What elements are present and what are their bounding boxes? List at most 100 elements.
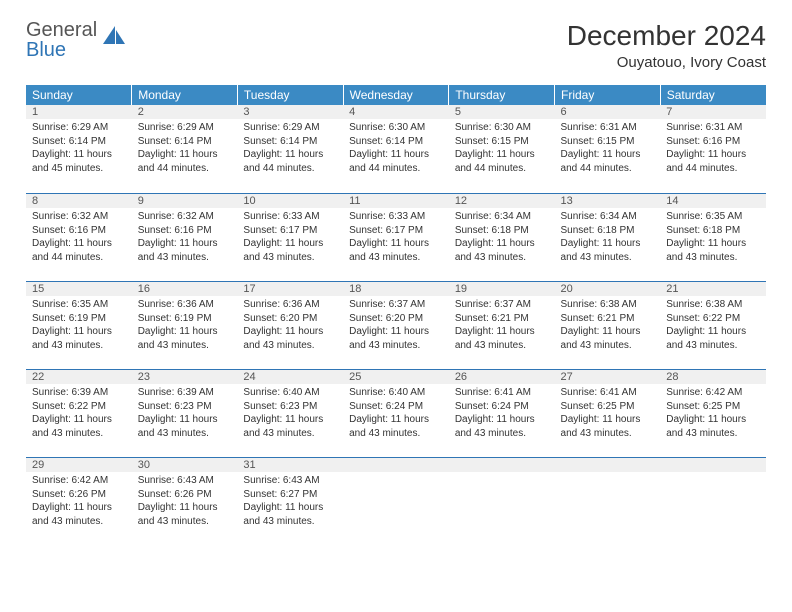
sunrise-line: Sunrise: 6:30 AM xyxy=(455,121,549,135)
calendar-cell: 2Sunrise: 6:29 AMSunset: 6:14 PMDaylight… xyxy=(132,105,238,193)
day-number-row: 4 xyxy=(343,105,449,119)
calendar-head: SundayMondayTuesdayWednesdayThursdayFrid… xyxy=(26,85,766,105)
brand-line1: General xyxy=(26,19,97,41)
sunrise-line: Sunrise: 6:41 AM xyxy=(455,386,549,400)
daylight-line: Daylight: 11 hours and 43 minutes. xyxy=(455,237,549,264)
daylight-line: Daylight: 11 hours and 44 minutes. xyxy=(243,148,337,175)
daylight-line: Daylight: 11 hours and 43 minutes. xyxy=(138,325,232,352)
day-number-row: 12 xyxy=(449,193,555,208)
sunrise-line: Sunrise: 6:31 AM xyxy=(666,121,760,135)
sunrise-line: Sunrise: 6:29 AM xyxy=(32,121,126,135)
calendar-cell: 19Sunrise: 6:37 AMSunset: 6:21 PMDayligh… xyxy=(449,281,555,369)
day-number: 15 xyxy=(32,283,44,295)
sunrise-line: Sunrise: 6:30 AM xyxy=(349,121,443,135)
calendar-cell: 11Sunrise: 6:33 AMSunset: 6:17 PMDayligh… xyxy=(343,193,449,281)
day-details: Sunrise: 6:40 AMSunset: 6:23 PMDaylight:… xyxy=(237,384,343,444)
calendar-cell xyxy=(660,457,766,545)
sunset-line: Sunset: 6:19 PM xyxy=(32,312,126,326)
day-header: Thursday xyxy=(449,85,555,105)
daylight-line: Daylight: 11 hours and 43 minutes. xyxy=(138,413,232,440)
calendar-cell: 29Sunrise: 6:42 AMSunset: 6:26 PMDayligh… xyxy=(26,457,132,545)
sunset-line: Sunset: 6:17 PM xyxy=(349,224,443,238)
calendar-cell: 27 Sunrise: 6:41 AMSunset: 6:25 PMDayligh… xyxy=(555,369,661,457)
day-header: Saturday xyxy=(660,85,766,105)
day-header: Sunday xyxy=(26,85,132,105)
sunrise-line: Sunrise: 6:33 AM xyxy=(349,210,443,224)
sunrise-line: Sunrise: 6:32 AM xyxy=(138,210,232,224)
day-number-row: 30 xyxy=(132,457,238,472)
day-number-row: 27 xyxy=(555,369,661,384)
calendar-cell: 25Sunrise: 6:40 AMSunset: 6:24 PMDayligh… xyxy=(343,369,449,457)
daylight-line: Daylight: 11 hours and 43 minutes. xyxy=(243,237,337,264)
daylight-line: Daylight: 11 hours and 43 minutes. xyxy=(455,413,549,440)
calendar-cell: 26Sunrise: 6:41 AMSunset: 6:24 PMDayligh… xyxy=(449,369,555,457)
day-number: 29 xyxy=(32,459,44,471)
daylight-line: Daylight: 11 hours and 43 minutes. xyxy=(349,325,443,352)
sunrise-line: Sunrise: 6:36 AM xyxy=(243,298,337,312)
day-details: Sunrise: 6:31 AMSunset: 6:16 PMDaylight:… xyxy=(660,119,766,179)
sunrise-line: Sunrise: 6:40 AM xyxy=(349,386,443,400)
day-number: 28 xyxy=(666,371,678,383)
day-number-row: 16 xyxy=(132,281,238,296)
sunrise-line: Sunrise: 6:41 AM xyxy=(561,386,655,400)
calendar-week: 1Sunrise: 6:29 AMSunset: 6:14 PMDaylight… xyxy=(26,105,766,193)
day-number: 8 xyxy=(32,195,38,207)
day-header: Friday xyxy=(555,85,661,105)
day-details: Sunrise: 6:34 AMSunset: 6:18 PMDaylight:… xyxy=(449,208,555,268)
sunset-line: Sunset: 6:15 PM xyxy=(455,135,549,149)
daylight-line: Daylight: 11 hours and 43 minutes. xyxy=(32,325,126,352)
day-number: 23 xyxy=(138,371,150,383)
daylight-line: Daylight: 11 hours and 44 minutes. xyxy=(666,148,760,175)
calendar-cell: 1Sunrise: 6:29 AMSunset: 6:14 PMDaylight… xyxy=(26,105,132,193)
page-header: General Blue December 2024 Ouyatouo, Ivo… xyxy=(26,20,766,71)
day-number: 20 xyxy=(561,283,573,295)
day-number: 4 xyxy=(349,106,355,118)
calendar-cell: 9Sunrise: 6:32 AMSunset: 6:16 PMDaylight… xyxy=(132,193,238,281)
sunset-line: Sunset: 6:14 PM xyxy=(243,135,337,149)
day-number: 5 xyxy=(455,106,461,118)
sunrise-line: Sunrise: 6:43 AM xyxy=(138,474,232,488)
brand-line2: Blue xyxy=(26,40,97,60)
sunset-line: Sunset: 6:27 PM xyxy=(243,488,337,502)
day-details: Sunrise: 6:32 AMSunset: 6:16 PMDaylight:… xyxy=(132,208,238,268)
sunset-line: Sunset: 6:16 PM xyxy=(32,224,126,238)
brand-logo: General Blue xyxy=(26,20,127,60)
calendar-cell xyxy=(555,457,661,545)
calendar-cell: 7Sunrise: 6:31 AMSunset: 6:16 PMDaylight… xyxy=(660,105,766,193)
day-number: 10 xyxy=(243,195,255,207)
sunset-line: Sunset: 6:14 PM xyxy=(349,135,443,149)
daylight-line: Daylight: 11 hours and 43 minutes. xyxy=(349,413,443,440)
sunrise-line: Sunrise: 6:35 AM xyxy=(666,210,760,224)
day-number-row: 18 xyxy=(343,281,449,296)
calendar-table: SundayMondayTuesdayWednesdayThursdayFrid… xyxy=(26,85,766,545)
sunset-line: Sunset: 6:23 PM xyxy=(243,400,337,414)
calendar-cell: 24Sunrise: 6:40 AMSunset: 6:23 PMDayligh… xyxy=(237,369,343,457)
daylight-line: Daylight: 11 hours and 44 minutes. xyxy=(32,237,126,264)
day-details: Sunrise: 6:36 AMSunset: 6:19 PMDaylight:… xyxy=(132,296,238,356)
day-number-row: 15 xyxy=(26,281,132,296)
day-number: 14 xyxy=(666,195,678,207)
calendar-cell: 20Sunrise: 6:38 AMSunset: 6:21 PMDayligh… xyxy=(555,281,661,369)
calendar-cell: 15Sunrise: 6:35 AMSunset: 6:19 PMDayligh… xyxy=(26,281,132,369)
sunrise-line: Sunrise: 6:42 AM xyxy=(666,386,760,400)
day-number: 1 xyxy=(32,106,38,118)
day-details: Sunrise: 6:32 AMSunset: 6:16 PMDaylight:… xyxy=(26,208,132,268)
day-number-row: 10 xyxy=(237,193,343,208)
daylight-line: Daylight: 11 hours and 43 minutes. xyxy=(561,413,655,440)
day-number-row: 17 xyxy=(237,281,343,296)
sunrise-line: Sunrise: 6:29 AM xyxy=(243,121,337,135)
sunset-line: Sunset: 6:26 PM xyxy=(138,488,232,502)
day-number: 6 xyxy=(561,106,567,118)
sunset-line: Sunset: 6:25 PM xyxy=(666,400,760,414)
daylight-line: Daylight: 11 hours and 44 minutes. xyxy=(138,148,232,175)
calendar-cell: 17Sunrise: 6:36 AMSunset: 6:20 PMDayligh… xyxy=(237,281,343,369)
day-details: Sunrise: 6:35 AMSunset: 6:18 PMDaylight:… xyxy=(660,208,766,268)
day-number-row: 21 xyxy=(660,281,766,296)
day-details: Sunrise: 6:35 AMSunset: 6:19 PMDaylight:… xyxy=(26,296,132,356)
sunrise-line: Sunrise: 6:36 AM xyxy=(138,298,232,312)
sunrise-line: Sunrise: 6:29 AM xyxy=(138,121,232,135)
day-number-row: 7 xyxy=(660,105,766,119)
sunset-line: Sunset: 6:14 PM xyxy=(32,135,126,149)
day-details: Sunrise: 6:34 AMSunset: 6:18 PMDaylight:… xyxy=(555,208,661,268)
sunset-line: Sunset: 6:25 PM xyxy=(561,400,655,414)
